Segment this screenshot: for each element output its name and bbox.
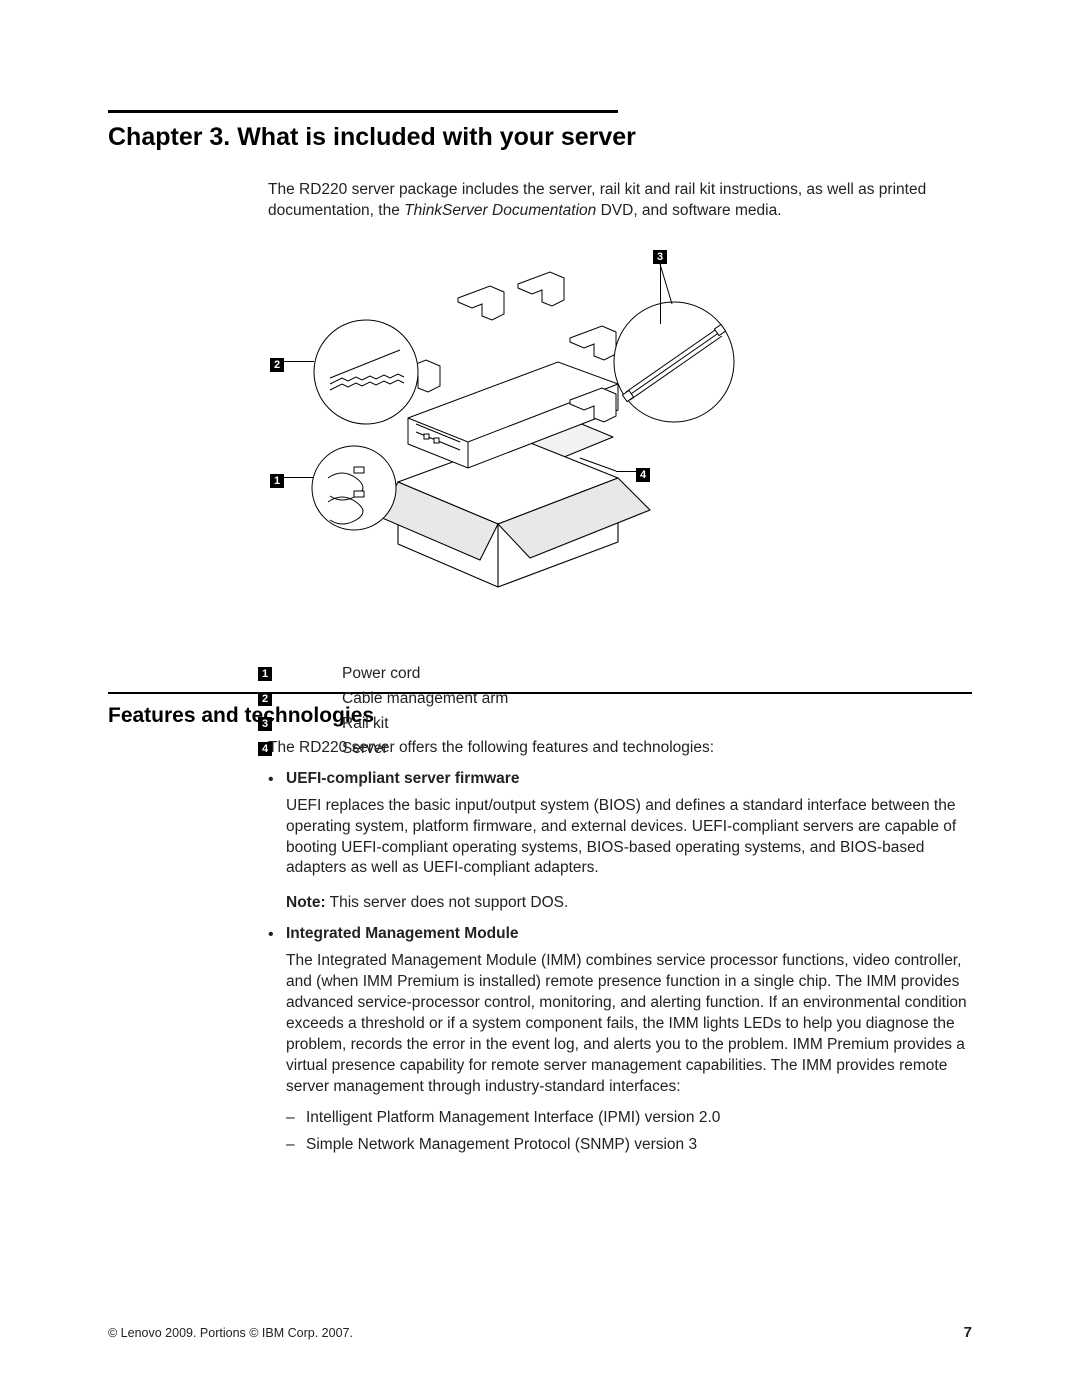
page-footer: © Lenovo 2009. Portions © IBM Corp. 2007… — [108, 1324, 972, 1341]
callout-2: 2 — [270, 358, 284, 372]
callout-4: 4 — [636, 468, 650, 482]
legend-row-2: 2 Cable management arm — [258, 689, 778, 710]
feature-uefi-title: UEFI-compliant server firmware — [286, 770, 519, 787]
feature-uefi-body: UEFI replaces the basic input/output sys… — [286, 796, 972, 880]
chapter-title: Chapter 3. What is included with your se… — [108, 123, 972, 152]
legend-row-4: 4 Server — [258, 739, 778, 760]
intro-italic: ThinkServer Documentation — [404, 202, 596, 219]
legend-num-3: 3 — [258, 717, 272, 731]
footer-copyright: © Lenovo 2009. Portions © IBM Corp. 2007… — [108, 1326, 353, 1340]
legend-row-3: 3 Rail kit — [258, 714, 778, 735]
page-number: 7 — [964, 1324, 972, 1341]
legend-num-4: 4 — [258, 742, 272, 756]
features-block: The RD220 server offers the following fe… — [268, 738, 972, 1156]
feature-uefi-note: Note: This server does not support DOS. — [286, 893, 972, 914]
legend-num-2: 2 — [258, 692, 272, 706]
legend-label-4: Server — [342, 739, 388, 760]
chapter-intro: The RD220 server package includes the se… — [268, 180, 972, 662]
note-label: Note: — [286, 894, 326, 911]
legend-label-1: Power cord — [342, 664, 420, 685]
callout-1: 1 — [270, 474, 284, 488]
legend-label-3: Rail kit — [342, 714, 389, 735]
legend-label-2: Cable management arm — [342, 689, 508, 710]
feature-imm-title: Integrated Management Module — [286, 925, 519, 942]
chapter-rule — [108, 110, 618, 113]
legend-num-1: 1 — [258, 667, 272, 681]
diagram-svg — [258, 242, 778, 662]
legend-row-1: 1 Power cord — [258, 664, 778, 685]
package-diagram: 3 2 1 4 — [258, 242, 778, 662]
note-body: This server does not support DOS. — [326, 894, 569, 911]
feature-uefi: UEFI-compliant server firmware UEFI repl… — [268, 769, 972, 915]
imm-sub-snmp: Simple Network Management Protocol (SNMP… — [286, 1135, 972, 1156]
imm-sub-ipmi: Intelligent Platform Management Interfac… — [286, 1108, 972, 1129]
feature-imm: Integrated Management Module The Integra… — [268, 924, 972, 1155]
feature-imm-body: The Integrated Management Module (IMM) c… — [286, 951, 972, 1097]
intro-suffix: DVD, and software media. — [596, 202, 781, 219]
